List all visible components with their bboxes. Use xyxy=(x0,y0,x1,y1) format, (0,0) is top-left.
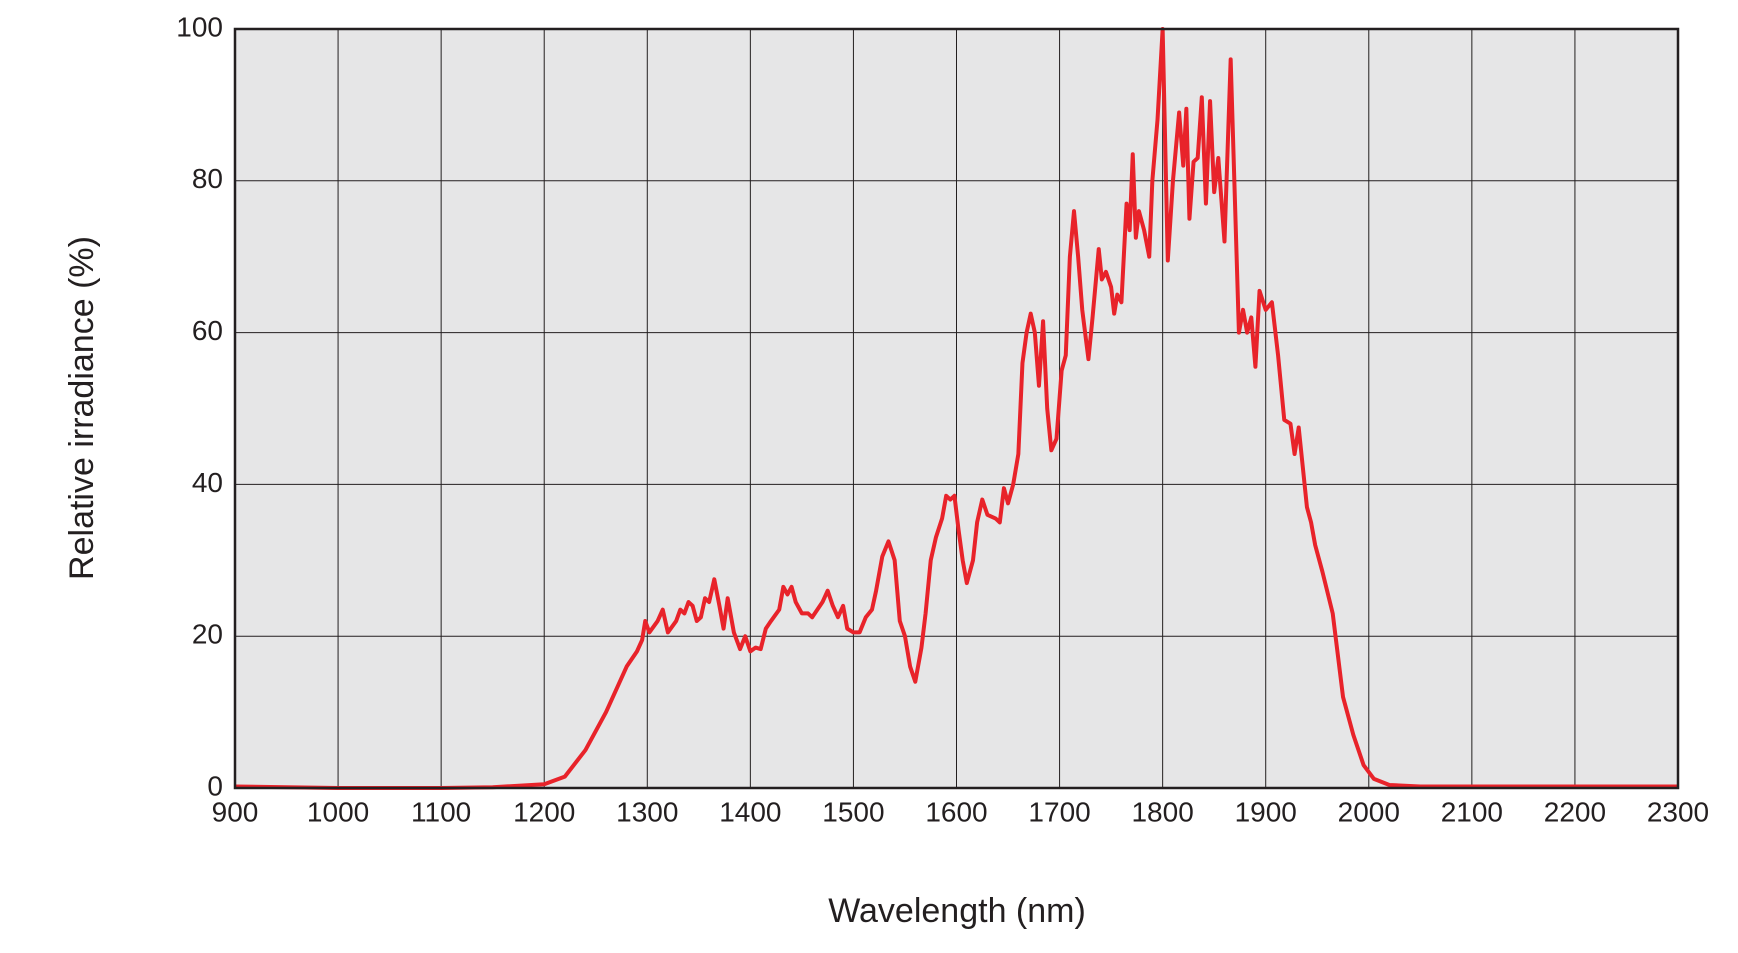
x-axis-label: Wavelength (nm) xyxy=(828,892,1086,930)
plot-frame xyxy=(233,27,1680,790)
y-axis-label: Relative irradiance (%) xyxy=(63,236,101,580)
x-tick-label: 1500 xyxy=(822,796,884,827)
x-tick-label: 1900 xyxy=(1235,796,1297,827)
y-tick-label: 100 xyxy=(176,11,223,42)
data-line xyxy=(234,27,1678,790)
x-tick-label: 2000 xyxy=(1338,796,1400,827)
y-tick-label: 40 xyxy=(192,467,223,498)
x-tick-label: 1700 xyxy=(1028,796,1090,827)
x-tick-label: 2300 xyxy=(1647,796,1709,827)
x-tick-label: 1300 xyxy=(616,796,678,827)
x-tick-label: 1100 xyxy=(411,796,471,827)
y-tick-label: 0 xyxy=(207,770,223,801)
x-tick-label: 1800 xyxy=(1131,796,1193,827)
x-tick-label: 1000 xyxy=(307,796,369,827)
x-tick-label: 1400 xyxy=(719,796,781,827)
x-tick-label: 1600 xyxy=(925,796,987,827)
x-tick-label: 1200 xyxy=(513,796,575,827)
y-tick-label: 20 xyxy=(192,619,223,650)
x-tick-label: 900 xyxy=(212,796,259,827)
x-tick-label: 2100 xyxy=(1441,796,1503,827)
x-tick-label: 2200 xyxy=(1544,796,1606,827)
y-tick-label: 80 xyxy=(192,163,223,194)
y-tick-label: 60 xyxy=(192,315,223,346)
